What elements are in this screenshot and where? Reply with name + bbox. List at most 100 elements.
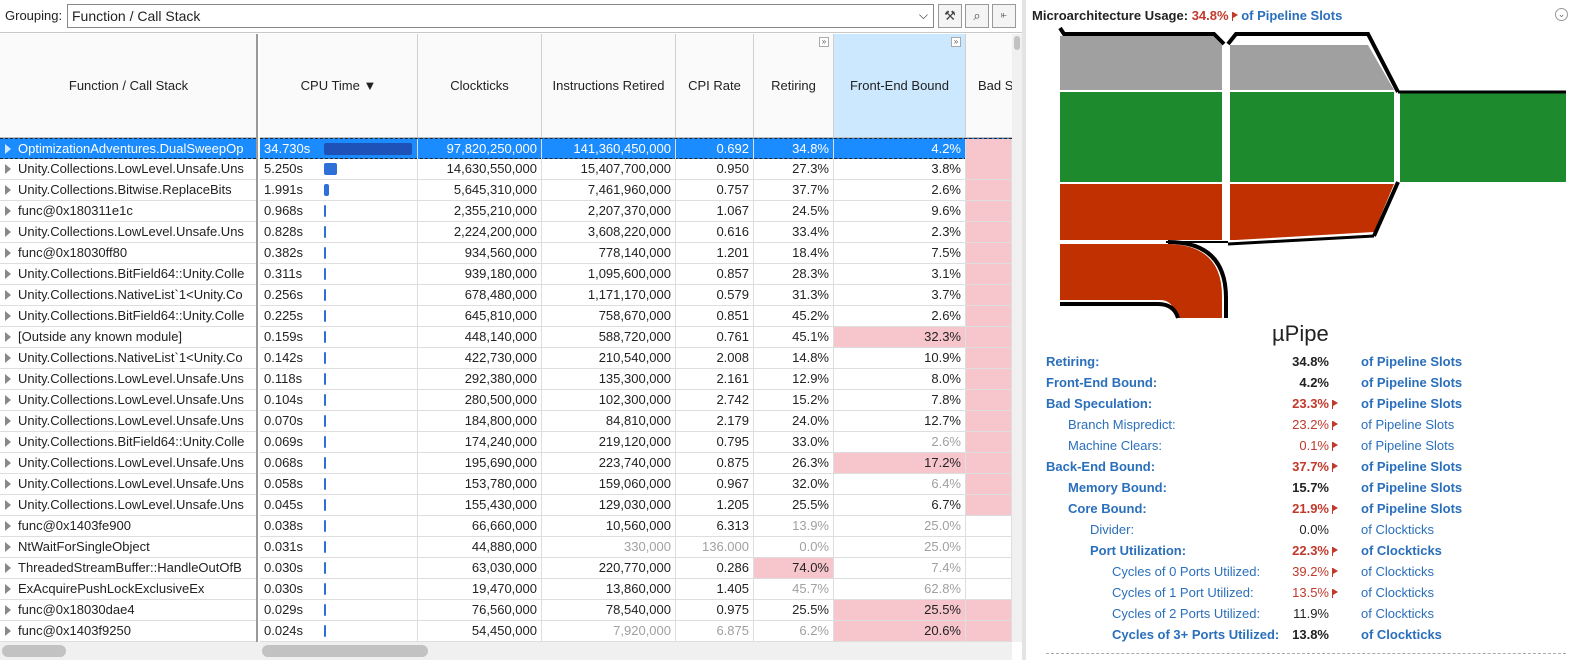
bad-speculation-cell[interactable]: [966, 306, 1012, 326]
expand-row-icon[interactable]: [5, 164, 11, 174]
clockticks-cell[interactable]: 14,630,550,000: [418, 159, 542, 179]
front-end-bound-cell[interactable]: 6.4%: [834, 474, 966, 494]
function-name-cell[interactable]: func@0x1403f9250: [18, 623, 131, 638]
clockticks-cell[interactable]: 422,730,000: [418, 348, 542, 368]
function-name-cell[interactable]: OptimizationAdventures.DualSweepOp: [18, 141, 244, 156]
retiring-cell[interactable]: 25.5%: [754, 495, 834, 515]
cpu-time-cell[interactable]: 0.068s: [260, 453, 418, 473]
instructions-retired-cell[interactable]: 84,810,000: [542, 411, 676, 431]
instructions-retired-cell[interactable]: 102,300,000: [542, 390, 676, 410]
table-row[interactable]: Unity.Collections.Bitwise.ReplaceBits: [0, 180, 256, 201]
function-name-cell[interactable]: Unity.Collections.LowLevel.Unsafe.Uns: [18, 224, 244, 239]
clockticks-cell[interactable]: 54,450,000: [418, 621, 542, 641]
cpi-rate-cell[interactable]: 0.857: [676, 264, 754, 284]
upipe-bad-speculation-block[interactable]: [1060, 184, 1222, 240]
clockticks-cell[interactable]: 934,560,000: [418, 243, 542, 263]
expand-row-icon[interactable]: [5, 395, 11, 405]
column-header-bad-speculation[interactable]: Bad S: [966, 34, 1012, 138]
clockticks-cell[interactable]: 292,380,000: [418, 369, 542, 389]
upipe-frontend-block-2[interactable]: [1230, 45, 1394, 90]
clockticks-cell[interactable]: 448,140,000: [418, 327, 542, 347]
instructions-retired-cell[interactable]: 219,120,000: [542, 432, 676, 452]
front-end-bound-cell[interactable]: 6.7%: [834, 495, 966, 515]
cpi-rate-cell[interactable]: 2.742: [676, 390, 754, 410]
bad-speculation-cell[interactable]: [966, 579, 1012, 599]
instructions-retired-cell[interactable]: 129,030,000: [542, 495, 676, 515]
expand-row-icon[interactable]: [5, 626, 11, 636]
clockticks-cell[interactable]: 678,480,000: [418, 285, 542, 305]
instructions-retired-cell[interactable]: 15,407,700,000: [542, 159, 676, 179]
front-end-bound-cell[interactable]: 20.6%: [834, 621, 966, 641]
front-end-bound-cell[interactable]: 2.6%: [834, 180, 966, 200]
cpu-time-cell[interactable]: 0.382s: [260, 243, 418, 263]
function-name-cell[interactable]: func@0x18030dae4: [18, 602, 135, 617]
table-row[interactable]: ExAcquirePushLockExclusiveEx: [0, 579, 256, 600]
front-end-bound-cell[interactable]: 2.3%: [834, 222, 966, 242]
front-end-bound-cell[interactable]: 9.6%: [834, 201, 966, 221]
table-row[interactable]: Unity.Collections.LowLevel.Unsafe.Uns: [0, 453, 256, 474]
clockticks-cell[interactable]: 2,355,210,000: [418, 201, 542, 221]
table-row-metrics[interactable]: 0.225s 645,810,000 758,670,000 0.851 45.2% 2.…: [260, 306, 1012, 327]
metric-name[interactable]: Divider:: [1090, 522, 1135, 537]
cpu-time-cell[interactable]: 5.250s: [260, 159, 418, 179]
cpi-rate-cell[interactable]: 6.875: [676, 621, 754, 641]
metric-name[interactable]: Port Utilization:: [1090, 543, 1187, 558]
table-row-metrics[interactable]: 0.828s 2,224,200,000 3,608,220,000 0.616 33.…: [260, 222, 1012, 243]
front-end-bound-cell[interactable]: 8.0%: [834, 369, 966, 389]
instructions-retired-cell[interactable]: 330,000: [542, 537, 676, 557]
instructions-retired-cell[interactable]: 758,670,000: [542, 306, 676, 326]
bad-speculation-cell[interactable]: [966, 348, 1012, 368]
function-name-cell[interactable]: func@0x18030ff80: [18, 245, 128, 260]
clockticks-cell[interactable]: 44,880,000: [418, 537, 542, 557]
bad-speculation-cell[interactable]: [966, 432, 1012, 452]
table-row-metrics[interactable]: 0.030s 19,470,000 13,860,000 1.405 45.7% 62.8…: [260, 579, 1012, 600]
collapse-icon[interactable]: ⌄: [1555, 8, 1568, 21]
instructions-retired-cell[interactable]: 78,540,000: [542, 600, 676, 620]
retiring-cell[interactable]: 27.3%: [754, 159, 834, 179]
table-row-metrics[interactable]: 0.142s 422,730,000 210,540,000 2.008 14.8% 10…: [260, 348, 1012, 369]
expand-row-icon[interactable]: [5, 144, 11, 154]
cpi-rate-cell[interactable]: 0.761: [676, 327, 754, 347]
clockticks-cell[interactable]: 195,690,000: [418, 453, 542, 473]
cpu-time-cell[interactable]: 0.225s: [260, 306, 418, 326]
cpu-time-cell[interactable]: 0.118s: [260, 369, 418, 389]
front-end-bound-cell[interactable]: 7.4%: [834, 558, 966, 578]
cpi-rate-cell[interactable]: 0.616: [676, 222, 754, 242]
retiring-cell[interactable]: 24.0%: [754, 411, 834, 431]
clockticks-cell[interactable]: 97,820,250,000: [418, 139, 542, 159]
table-row[interactable]: Unity.Collections.NativeList`1<Unity.Co: [0, 285, 256, 306]
bad-speculation-cell[interactable]: [966, 201, 1012, 221]
metric-name[interactable]: Cycles of 0 Ports Utilized:: [1112, 564, 1261, 579]
bad-speculation-cell[interactable]: [966, 558, 1012, 578]
table-row[interactable]: Unity.Collections.BitField64::Unity.Coll…: [0, 306, 256, 327]
expand-row-icon[interactable]: [5, 248, 11, 258]
metric-unit[interactable]: of Pipeline Slots: [1361, 480, 1463, 495]
metric-unit[interactable]: of Clockticks: [1361, 522, 1434, 537]
cpu-time-cell[interactable]: 0.045s: [260, 495, 418, 515]
clockticks-cell[interactable]: 5,645,310,000: [418, 180, 542, 200]
cpi-rate-cell[interactable]: 0.975: [676, 600, 754, 620]
function-name-cell[interactable]: Unity.Collections.LowLevel.Unsafe.Uns: [18, 497, 244, 512]
metric-name[interactable]: Retiring:: [1046, 354, 1100, 369]
metric-unit[interactable]: of Clockticks: [1361, 606, 1434, 621]
instructions-retired-cell[interactable]: 135,300,000: [542, 369, 676, 389]
cpu-time-cell[interactable]: 0.031s: [260, 537, 418, 557]
cpi-rate-cell[interactable]: 1.205: [676, 495, 754, 515]
cpu-time-cell[interactable]: 0.104s: [260, 390, 418, 410]
cpu-time-cell[interactable]: 0.030s: [260, 579, 418, 599]
cpi-rate-cell[interactable]: 6.313: [676, 516, 754, 536]
retiring-cell[interactable]: 32.0%: [754, 474, 834, 494]
expand-row-icon[interactable]: [5, 290, 11, 300]
retiring-cell[interactable]: 14.8%: [754, 348, 834, 368]
cpu-time-cell[interactable]: 0.070s: [260, 411, 418, 431]
metric-name[interactable]: Front-End Bound:: [1046, 375, 1158, 390]
bad-speculation-cell[interactable]: [966, 369, 1012, 389]
function-name-cell[interactable]: Unity.Collections.LowLevel.Unsafe.Uns: [18, 413, 244, 428]
expand-row-icon[interactable]: [5, 416, 11, 426]
upipe-retiring-block-3[interactable]: [1400, 92, 1566, 182]
table-row[interactable]: NtWaitForSingleObject: [0, 537, 256, 558]
retiring-cell[interactable]: 25.5%: [754, 600, 834, 620]
instructions-retired-cell[interactable]: 7,461,960,000: [542, 180, 676, 200]
front-end-bound-cell[interactable]: 25.0%: [834, 516, 966, 536]
cpi-rate-cell[interactable]: 0.692: [676, 139, 754, 159]
